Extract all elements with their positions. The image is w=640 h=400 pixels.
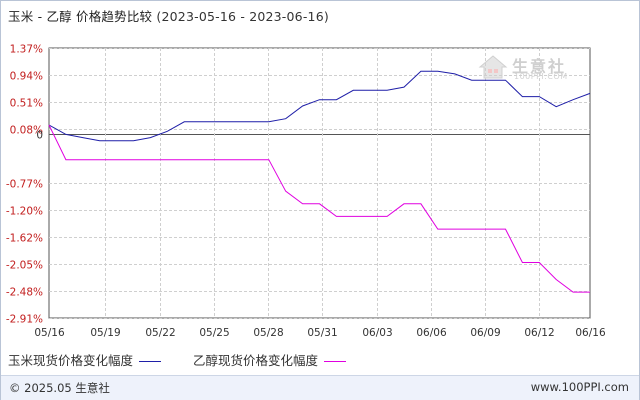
y-tick-label: -2.48%	[6, 287, 43, 299]
x-tick-label: 05/22	[145, 327, 175, 339]
y-tick-label: 0.94%	[10, 71, 43, 83]
series-line-corn	[48, 70, 591, 142]
x-tick-label: 05/16	[34, 327, 65, 339]
footer-bar: © 2025.05 生意社 www.100PPI.com	[1, 375, 639, 400]
watermark-house-icon	[478, 55, 508, 79]
y-tick-label: 1.37%	[10, 44, 43, 56]
watermark: 生意社 100PPI.COM	[478, 54, 578, 84]
y-tick-label: -2.05%	[6, 260, 43, 272]
x-tick-label: 05/28	[253, 327, 283, 339]
y-tick-label: 0	[36, 130, 43, 142]
y-tick-label: -0.77%	[6, 179, 43, 191]
x-tick-label: 05/25	[199, 327, 229, 339]
x-tick-label: 06/16	[575, 327, 606, 339]
watermark-text: 生意社	[512, 57, 567, 76]
watermark-url: 100PPI.COM	[514, 72, 568, 81]
x-tick-label: 05/19	[90, 327, 120, 339]
footer-copyright: © 2025.05 生意社	[9, 381, 110, 395]
legend-label-ethanol: 乙醇现货价格变化幅度	[193, 353, 319, 368]
legend-item-ethanol: 乙醇现货价格变化幅度	[193, 350, 347, 369]
chart-title-main: 玉米 - 乙醇 价格趋势比较	[8, 9, 153, 24]
x-tick-label: 05/31	[307, 327, 337, 339]
legend-item-corn: 玉米现货价格变化幅度	[8, 350, 162, 369]
legend: 玉米现货价格变化幅度 乙醇现货价格变化幅度	[8, 350, 374, 369]
y-tick-label: -1.20%	[6, 206, 43, 218]
legend-swatch-ethanol	[324, 361, 347, 362]
x-tick-label: 06/06	[416, 327, 447, 339]
x-tick-label: 06/03	[362, 327, 392, 339]
x-tick-label: 06/12	[524, 327, 554, 339]
y-tick-label: 0.08%	[10, 125, 43, 137]
y-tick-label: -1.62%	[6, 233, 43, 245]
chart-title: 玉米 - 乙醇 价格趋势比较 (2023-05-16 - 2023-06-16)	[8, 6, 329, 25]
footer-site-link[interactable]: www.100PPI.com	[530, 380, 629, 394]
series-line-ethanol	[48, 124, 590, 293]
legend-label-corn: 玉米现货价格变化幅度	[8, 353, 134, 368]
legend-swatch-corn	[139, 361, 162, 362]
y-tick-label: 0.51%	[10, 98, 43, 110]
y-tick-label: -2.91%	[6, 314, 43, 326]
chart-title-range: (2023-05-16 - 2023-06-16)	[156, 9, 329, 24]
x-tick-label: 06/09	[470, 327, 500, 339]
